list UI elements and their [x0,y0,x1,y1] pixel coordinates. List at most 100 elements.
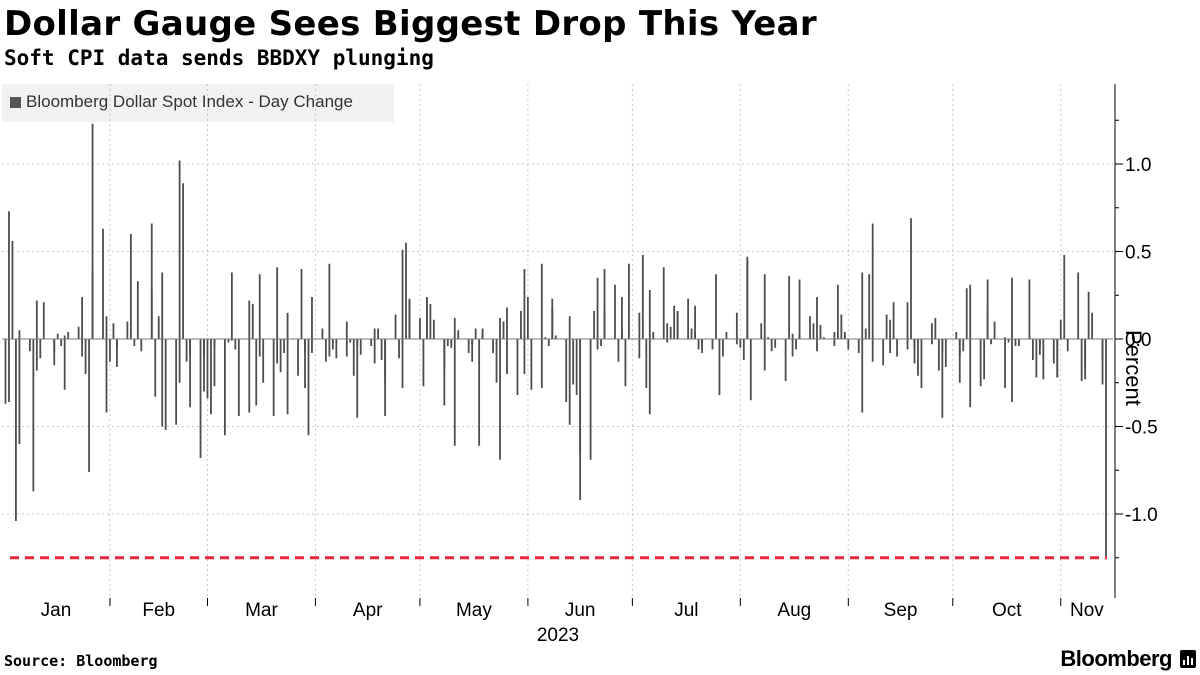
bar [18,330,21,339]
bar [809,316,811,339]
bar [321,328,324,339]
chart-subtitle: Soft CPI data sends BBDXY plunging [4,46,434,70]
bar [944,339,947,367]
bar [833,332,836,339]
bar [540,339,543,388]
x-tick-label: May [456,600,492,621]
chart-title: Dollar Gauge Sees Biggest Drop This Year [4,4,817,44]
bar [673,305,676,339]
bar [861,272,864,339]
bar [105,316,108,339]
bar [311,339,313,353]
y-tick-label: -0.5 [1125,418,1158,439]
bar [405,242,407,339]
bar [1052,339,1055,364]
bar [352,339,355,376]
bar [203,339,205,392]
bar [593,311,595,339]
x-tick-label: Sep [884,600,918,621]
bar [1080,339,1083,381]
x-tick-label: Feb [142,600,175,621]
bar [230,339,233,341]
x-tick-label: Nov [1070,600,1104,621]
bar [739,339,742,348]
source-note: Source: Bloomberg [4,652,158,670]
bar [666,339,669,343]
bar [349,339,352,343]
bar [502,321,505,339]
bar [429,304,432,339]
bar [711,339,714,350]
bar [136,281,139,339]
bar [154,339,157,397]
bar [499,318,501,339]
bar [185,339,188,362]
bar [579,339,582,500]
bar [213,339,216,387]
bar [116,339,118,367]
bar [648,290,651,339]
bar [499,339,501,460]
bar [81,339,84,357]
x-tick-label: Apr [353,600,383,621]
bar [627,263,630,339]
bar [8,211,10,339]
bar [530,339,533,390]
bar [868,274,871,339]
bar [600,339,602,346]
bar [746,256,749,339]
bar [492,339,494,353]
bar [669,326,672,339]
bar [934,318,937,339]
x-tick-label: Jun [565,600,596,621]
bar [251,304,254,339]
bar [279,339,282,373]
bar [432,319,435,339]
bar [161,272,164,339]
bar [551,298,554,339]
bar [1059,319,1062,339]
bar [645,339,648,388]
bar [1101,339,1104,385]
bar [182,183,185,339]
bar [373,339,376,364]
bar [324,339,327,362]
bar [554,335,557,339]
bar [276,339,279,364]
bar [1077,272,1080,339]
bar [969,339,972,408]
bar [722,339,724,357]
bar [248,300,251,339]
bar [276,267,279,339]
bar [1087,291,1090,339]
bar [621,330,623,339]
bar [150,223,153,339]
bar [189,339,191,408]
bar [297,339,299,376]
bar [237,339,240,416]
bar [384,339,387,416]
bar [164,339,167,430]
bar [370,339,373,346]
bar [1004,337,1006,339]
bar [962,339,965,352]
bar [272,339,275,416]
x-year-label: 2023 [537,625,579,646]
bar [990,339,993,345]
bar [718,339,721,395]
bar [784,339,787,381]
bar [230,272,233,339]
bar [81,297,84,339]
x-tick-label: Jan [41,600,72,621]
bar [770,339,773,352]
bar [112,323,115,339]
bar [67,332,70,339]
bar [453,339,456,446]
bar [847,339,850,350]
bar [126,321,129,339]
bar [331,339,334,350]
bar [523,339,526,374]
bar [63,339,66,390]
bar [798,279,801,339]
bar [795,339,797,350]
